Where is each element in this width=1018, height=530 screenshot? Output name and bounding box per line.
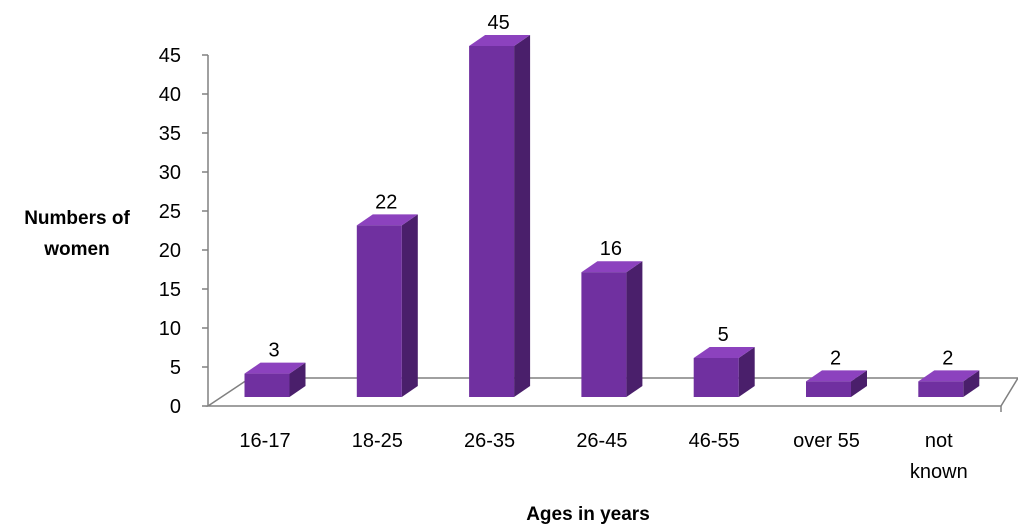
x-tick-label: known: [910, 461, 968, 483]
bar: [918, 370, 980, 397]
x-tick-label: over 55: [793, 430, 860, 452]
y-tick-label: 25: [159, 201, 181, 223]
bar: [469, 35, 531, 397]
x-tick-labels: 16-17 18-25 26-35 26-45 46-55 over 55 not known: [239, 430, 967, 483]
bar: [244, 362, 306, 397]
bar-top: [244, 362, 306, 374]
y-tick-label: 20: [159, 240, 181, 262]
x-tick-label: 26-45: [576, 430, 627, 452]
bar-side: [851, 370, 867, 397]
bar: [806, 370, 867, 397]
bars: [244, 35, 980, 397]
bar-front: [693, 358, 739, 397]
data-label: 22: [375, 191, 397, 213]
x-axis-title: Ages in years: [526, 504, 650, 525]
bar-top: [356, 214, 418, 226]
bar-side: [626, 261, 643, 397]
bar-front: [918, 381, 964, 397]
bar-front: [581, 272, 627, 397]
y-tick-label: 15: [159, 279, 181, 301]
bar-side: [289, 362, 306, 397]
bar-top: [806, 370, 867, 382]
bar-front: [356, 225, 402, 397]
y-axis: [202, 54, 209, 407]
bar-top: [469, 35, 531, 46]
y-tick-label: 45: [159, 45, 181, 67]
bar-side: [401, 214, 418, 397]
data-label: 5: [718, 324, 729, 346]
y-tick-label: 35: [159, 123, 181, 145]
bar-side: [963, 370, 980, 397]
bar-side: [738, 347, 755, 397]
data-label: 2: [942, 347, 953, 369]
x-tick-label: not: [925, 430, 953, 452]
bar-front: [806, 381, 851, 397]
bar-front: [469, 46, 515, 397]
x-tick-label: 18-25: [352, 430, 403, 452]
data-label: 16: [600, 238, 622, 260]
x-tick-label: 16-17: [239, 430, 290, 452]
y-tick-label: 40: [159, 84, 181, 106]
bar: [356, 214, 418, 397]
y-tick-labels: 0 5 10 15 20 25 30 35 40 45: [159, 45, 181, 418]
x-tick-label: 26-35: [464, 430, 515, 452]
y-tick-label: 0: [170, 396, 181, 418]
bar: [693, 347, 755, 397]
y-axis-title-line-1: Numbers of: [24, 208, 130, 229]
y-tick-label: 5: [170, 357, 181, 379]
y-tick-label: 30: [159, 162, 181, 184]
data-label: 2: [830, 347, 841, 369]
bar-side: [514, 35, 531, 397]
bar-top: [581, 261, 643, 273]
bar-top: [693, 347, 755, 358]
x-tick-label: 46-55: [689, 430, 740, 452]
bar-top: [918, 370, 980, 382]
y-tick-label: 10: [159, 318, 181, 340]
bar-front: [244, 373, 290, 397]
data-label: 45: [487, 12, 509, 34]
y-axis-title-line-2: women: [43, 239, 109, 260]
data-label: 3: [268, 340, 279, 362]
bar: [581, 261, 643, 397]
